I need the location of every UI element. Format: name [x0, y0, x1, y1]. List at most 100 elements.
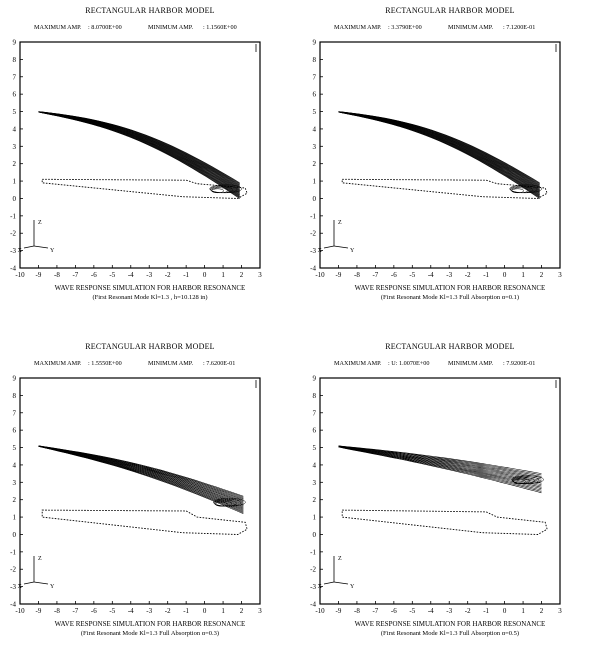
y-tick-label: 7 [13, 409, 17, 417]
y-tick-label: 2 [13, 496, 17, 504]
y-tick-label: -2 [310, 230, 316, 238]
x-tick-label: 3 [558, 271, 562, 279]
plot-frame [19, 41, 261, 269]
x-tick-label: -1 [183, 271, 189, 279]
harbor-footprint [341, 509, 548, 535]
surface-contour-line [38, 111, 240, 194]
y-tick-label: 2 [313, 160, 317, 168]
surface-contour-line [38, 111, 240, 196]
y-tick-label: 5 [13, 108, 17, 116]
triad-x-axis [323, 245, 335, 249]
surface-tip-loop [510, 187, 529, 194]
x-tick-label: -4 [128, 271, 134, 279]
y-tick-label: 0 [13, 531, 17, 539]
stat-label-min: MINIMUM AMP. [148, 24, 193, 31]
stat-value-min: : 7.9200E-01 [503, 360, 535, 367]
x-tick-label: 3 [258, 271, 262, 279]
caption-line-1: WAVE RESPONSE SIMULATION FOR HARBOR RESO… [355, 620, 546, 628]
surface-contour-line [38, 445, 244, 504]
y-tick-label: -3 [310, 247, 316, 255]
surface-contour-line [38, 111, 240, 199]
chart-svg: RECTANGULAR HARBOR MODEL MAXIMUM AMP.: 8.… [10, 6, 262, 301]
triad-z-label: Z [338, 556, 342, 562]
x-tick-label: -5 [409, 607, 415, 615]
x-tick-label: 1 [521, 607, 525, 615]
stat-value-min: : 1.1560E+00 [203, 24, 237, 31]
surface-contour-line [338, 111, 540, 199]
y-tick-label: 1 [13, 514, 17, 522]
plot-frame [19, 377, 261, 605]
y-tick-label: -3 [10, 247, 16, 255]
chart-panel-2: RECTANGULAR HARBOR MODEL MAXIMUM AMP.: 3.… [300, 0, 600, 322]
y-tick-label: 8 [313, 56, 317, 64]
x-tick-label: -1 [183, 607, 189, 615]
y-tick-label: 1 [313, 514, 317, 522]
surface-contour-line [338, 446, 542, 494]
y-tick-label: 9 [13, 375, 17, 383]
surface-contour-line [38, 111, 240, 198]
stat-value-max: : 1.5550E+00 [88, 360, 122, 367]
y-tick-label: 8 [13, 56, 17, 64]
y-tick-label: 9 [313, 39, 317, 47]
x-tick-label: -3 [446, 271, 452, 279]
x-tick-label: -10 [315, 271, 325, 279]
surface-contour-line [38, 445, 244, 510]
x-tick-label: 0 [503, 607, 507, 615]
surface-wireframe [338, 445, 544, 494]
triad-y-axis [333, 581, 349, 585]
triad-y-axis [33, 245, 49, 249]
surface-contour-line [338, 111, 540, 198]
triad-z-label: Z [38, 220, 42, 226]
caption-line-2: (First Resonant Mode Kl=1.3 Full Absorpt… [81, 630, 219, 637]
y-tick-label: 4 [313, 125, 317, 133]
x-tick-label: -8 [354, 607, 360, 615]
caption-line-2: (First Resonant Mode Kl=1.3 Full Absorpt… [381, 630, 519, 637]
surface-contour-line [38, 111, 240, 199]
stat-value-max: : 3.3790E+00 [388, 24, 422, 31]
x-tick-label: -5 [109, 271, 115, 279]
surface-tip-loop [211, 188, 224, 194]
chart-panel-4: RECTANGULAR HARBOR MODEL MAXIMUM AMP.: U:… [300, 336, 600, 658]
y-tick-label: 6 [313, 91, 317, 99]
chart-svg: RECTANGULAR HARBOR MODEL MAXIMUM AMP.: U:… [310, 342, 562, 637]
surface-contour-line [38, 445, 244, 506]
y-tick-label: 6 [313, 427, 317, 435]
x-tick-label: 2 [240, 271, 244, 279]
x-tick-label: -9 [36, 271, 42, 279]
stat-label-min: MINIMUM AMP. [448, 360, 493, 367]
y-tick-label: 9 [313, 375, 317, 383]
surface-contour-line [38, 446, 244, 514]
y-tick-label: 3 [313, 479, 317, 487]
surface-contour-line [38, 445, 244, 505]
chart-title: RECTANGULAR HARBOR MODEL [85, 342, 215, 351]
y-tick-label: -4 [10, 265, 16, 273]
y-tick-label: 6 [13, 427, 17, 435]
x-tick-label: 0 [203, 607, 207, 615]
x-tick-label: -2 [465, 607, 471, 615]
x-tick-label: -3 [146, 607, 152, 615]
triad-x-label: X [18, 248, 23, 254]
surface-wireframe [338, 111, 542, 199]
y-tick-label: 6 [13, 91, 17, 99]
x-tick-label: -6 [391, 607, 397, 615]
surface-contour-line [338, 111, 540, 195]
x-tick-label: 1 [221, 607, 225, 615]
y-tick-label: 1 [13, 178, 17, 186]
caption-line-1: WAVE RESPONSE SIMULATION FOR HARBOR RESO… [355, 284, 546, 292]
surface-contour-line [338, 111, 540, 196]
surface-tip-loop [511, 188, 524, 194]
y-tick-label: 7 [13, 73, 17, 81]
x-tick-label: 1 [221, 271, 225, 279]
surface-contour-line [338, 446, 542, 492]
y-tick-label: 2 [313, 496, 317, 504]
x-tick-label: -7 [372, 271, 378, 279]
caption-line-2: (First Resonant Mode Kl=1.3 Full Absorpt… [381, 294, 519, 301]
y-tick-label: 1 [313, 178, 317, 186]
harbor-footprint [41, 509, 248, 535]
y-tick-label: 9 [13, 39, 17, 47]
surface-contour-line [38, 445, 244, 507]
x-tick-label: -6 [391, 271, 397, 279]
harbor-footprint [41, 178, 248, 199]
triad-x-axis [23, 581, 35, 585]
x-tick-label: -4 [428, 271, 434, 279]
